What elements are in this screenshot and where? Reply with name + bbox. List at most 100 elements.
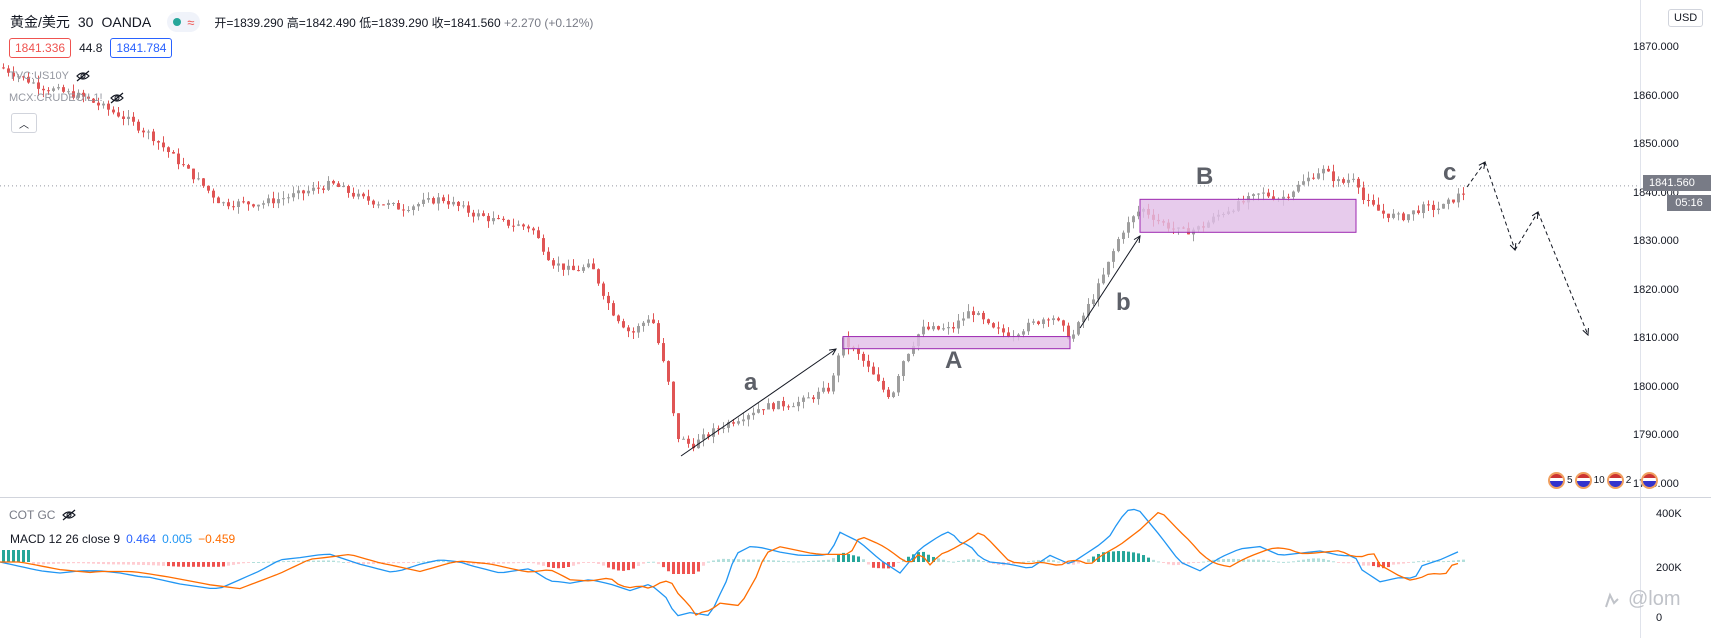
buy-price-button[interactable]: 1841.784: [110, 38, 173, 58]
macd-histogram-bar: [302, 560, 305, 562]
macd-histogram-bar: [772, 560, 775, 562]
macd-histogram-bar: [792, 561, 795, 563]
macd-histogram-bar: [567, 562, 570, 567]
macd-histogram-bar: [437, 560, 440, 562]
trend-arrow-a: [680, 348, 837, 457]
macd-histogram-bar: [487, 562, 490, 564]
macd-histogram-bar: [1167, 562, 1170, 565]
macd-histogram-bar: [847, 554, 850, 562]
macd-histogram-bar: [562, 562, 565, 568]
candle-body: [1327, 168, 1330, 172]
trend-arrow-b: [1079, 235, 1141, 329]
candle-body: [477, 213, 480, 217]
macd-histogram-bar: [1157, 561, 1160, 563]
macd-histogram-bar: [927, 554, 930, 562]
macd-histogram-bar: [1312, 558, 1315, 562]
macd-histogram-bar: [1147, 557, 1150, 562]
candle-body: [887, 389, 890, 398]
market-status-pill[interactable]: ≈: [167, 12, 201, 32]
ohlc-values: 开=1839.290 高=1842.490 低=1839.290 收=1841.…: [214, 14, 593, 31]
candle-body: [527, 226, 530, 229]
macd-histogram-bar: [582, 562, 585, 563]
economic-events[interactable]: 5 10 2: [1548, 472, 1659, 489]
macd-histogram-bar: [82, 562, 85, 564]
candle-body: [702, 434, 705, 440]
macd-histogram-bar: [322, 560, 325, 562]
candle-body: [1082, 315, 1085, 323]
eye-off-icon[interactable]: [109, 92, 125, 104]
macd-histogram-bar: [667, 562, 670, 572]
candle-body: [1137, 211, 1140, 217]
candle-body: [107, 103, 110, 110]
candle-body: [1417, 210, 1420, 214]
candle-body: [517, 224, 520, 226]
candle-body: [217, 197, 220, 204]
macd-histogram-bar: [112, 562, 115, 565]
price-axis-label: 1800.000: [1633, 380, 1679, 393]
us-flag-icon[interactable]: [1641, 472, 1659, 489]
macd-histogram-bar: [987, 562, 990, 563]
indicator-us10y[interactable]: TVC:US10Y: [9, 70, 91, 82]
candle-body: [1447, 199, 1450, 204]
candle-body: [272, 198, 275, 204]
pane-separator: [0, 497, 1711, 498]
sell-price-button[interactable]: 1841.336: [9, 38, 72, 58]
macd-histogram-bar: [702, 562, 705, 566]
candle-body: [1062, 320, 1065, 326]
event-count: 10: [1593, 475, 1605, 486]
indicator-crude[interactable]: MCX:CRUDEOIL1!: [9, 92, 125, 104]
price-chart-canvas[interactable]: a Ab B c: [0, 0, 1640, 638]
us-flag-icon[interactable]: [1548, 472, 1565, 489]
candle-body: [142, 130, 145, 133]
cot-indicator[interactable]: COT GC: [9, 508, 77, 522]
macd-histogram-bar: [897, 562, 900, 563]
us-flag-icon[interactable]: [1606, 472, 1624, 489]
candle-body: [1117, 239, 1120, 252]
macd-signal-value: 0.005: [162, 532, 193, 546]
candle-body: [942, 328, 945, 330]
currency-button[interactable]: USD: [1668, 9, 1704, 27]
macd-histogram-bar: [942, 559, 945, 562]
macd-histogram-bar: [1332, 561, 1335, 563]
macd-histogram-bar: [1112, 551, 1115, 562]
macd-histogram-bar: [107, 562, 110, 565]
macd-histogram-bar: [1317, 558, 1320, 562]
macd-histogram-bar: [102, 562, 105, 565]
collapse-legend-button[interactable]: ︿: [11, 113, 37, 133]
macd-histogram-bar: [1267, 560, 1270, 562]
price-axis-label: 1860.000: [1633, 89, 1679, 102]
macd-histogram-bar: [912, 554, 915, 562]
macd-histogram-bar: [1442, 561, 1445, 563]
symbol-name[interactable]: 黄金/美元: [10, 14, 70, 30]
candle-body: [62, 87, 65, 92]
macd-histogram-bar: [1137, 553, 1140, 562]
macd-histogram-bar: [552, 562, 555, 568]
macd-histogram-bar: [757, 559, 760, 562]
candle-body: [332, 180, 335, 184]
eye-off-icon[interactable]: [61, 509, 77, 521]
candle-body: [282, 198, 285, 200]
candle-body: [1312, 177, 1315, 179]
macd-histogram-bar: [287, 560, 290, 562]
candle-body: [412, 206, 415, 211]
eye-off-icon[interactable]: [75, 70, 91, 82]
macd-legend[interactable]: MACD 12 26 close 9 0.464 0.005 −0.459: [10, 532, 235, 546]
candle-body: [147, 131, 150, 133]
candle-body: [1072, 334, 1075, 339]
market-open-dot-icon: [173, 18, 182, 26]
candle-body: [617, 315, 620, 322]
macd-histogram-bar: [207, 562, 210, 567]
candle-body: [587, 263, 590, 268]
macd-histogram-bar: [92, 562, 95, 564]
macd-histogram-bar: [1062, 562, 1065, 563]
candle-body: [732, 422, 735, 424]
macd-histogram-bar: [417, 561, 420, 563]
macd-histogram-bar: [152, 562, 155, 566]
macd-histogram-bar: [577, 562, 580, 565]
candle-body: [562, 263, 565, 270]
macd-histogram-bar: [652, 561, 655, 563]
macd-histogram-bar: [42, 562, 45, 565]
us-flag-icon[interactable]: [1574, 472, 1592, 489]
macd-histogram-bar: [1202, 561, 1205, 563]
macd-histogram-bar: [62, 562, 65, 564]
